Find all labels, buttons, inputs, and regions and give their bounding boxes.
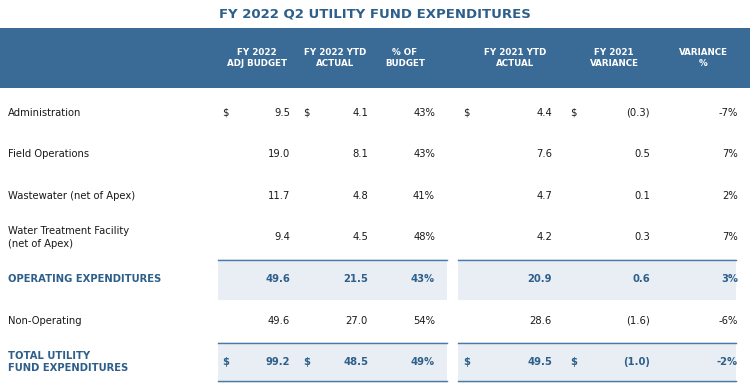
Text: -7%: -7% xyxy=(718,108,738,118)
Text: 0.1: 0.1 xyxy=(634,191,650,201)
Text: 4.1: 4.1 xyxy=(352,108,368,118)
Text: $: $ xyxy=(222,357,229,367)
Text: $: $ xyxy=(570,357,577,367)
Text: 43%: 43% xyxy=(411,274,435,284)
Text: FY 2022 YTD
ACTUAL: FY 2022 YTD ACTUAL xyxy=(304,48,366,68)
Text: -2%: -2% xyxy=(717,357,738,367)
Bar xyxy=(218,343,447,383)
Text: 49.6: 49.6 xyxy=(268,316,290,326)
Text: (1.6): (1.6) xyxy=(626,316,650,326)
Text: Wastewater (net of Apex): Wastewater (net of Apex) xyxy=(8,191,135,201)
Text: 0.6: 0.6 xyxy=(632,274,650,284)
Text: 21.5: 21.5 xyxy=(343,274,368,284)
Bar xyxy=(0,28,750,88)
Text: Non-Operating: Non-Operating xyxy=(8,316,82,326)
Text: 48.5: 48.5 xyxy=(343,357,368,367)
Text: 11.7: 11.7 xyxy=(268,191,290,201)
Text: OPERATING EXPENDITURES: OPERATING EXPENDITURES xyxy=(8,274,161,284)
Text: (0.3): (0.3) xyxy=(626,108,650,118)
Text: 8.1: 8.1 xyxy=(352,149,368,160)
Text: 54%: 54% xyxy=(413,316,435,326)
Text: $: $ xyxy=(463,108,470,118)
Text: 4.5: 4.5 xyxy=(352,233,368,242)
Text: 20.9: 20.9 xyxy=(527,274,552,284)
Text: 43%: 43% xyxy=(413,108,435,118)
Text: $: $ xyxy=(463,357,470,367)
Text: 2%: 2% xyxy=(722,191,738,201)
Text: Field Operations: Field Operations xyxy=(8,149,89,160)
Text: $: $ xyxy=(303,108,310,118)
Text: 43%: 43% xyxy=(413,149,435,160)
Text: 9.4: 9.4 xyxy=(274,233,290,242)
Text: Water Treatment Facility
(net of Apex): Water Treatment Facility (net of Apex) xyxy=(8,226,129,249)
Text: 4.7: 4.7 xyxy=(536,191,552,201)
Text: 7%: 7% xyxy=(722,149,738,160)
Text: 0.3: 0.3 xyxy=(634,233,650,242)
Text: TOTAL UTILITY
FUND EXPENDITURES: TOTAL UTILITY FUND EXPENDITURES xyxy=(8,351,128,373)
Text: FY 2022
ADJ BUDGET: FY 2022 ADJ BUDGET xyxy=(227,48,287,68)
Text: 7.6: 7.6 xyxy=(536,149,552,160)
Text: 48%: 48% xyxy=(413,233,435,242)
Text: 7%: 7% xyxy=(722,233,738,242)
Text: % OF
BUDGET: % OF BUDGET xyxy=(385,48,425,68)
Text: $: $ xyxy=(222,108,229,118)
Text: FY 2022 Q2 UTILITY FUND EXPENDITURES: FY 2022 Q2 UTILITY FUND EXPENDITURES xyxy=(219,7,531,20)
Bar xyxy=(458,343,736,383)
Text: Administration: Administration xyxy=(8,108,81,118)
Text: VARIANCE
%: VARIANCE % xyxy=(679,48,728,68)
Text: 27.0: 27.0 xyxy=(346,316,368,326)
Bar xyxy=(458,259,736,300)
Text: -6%: -6% xyxy=(718,316,738,326)
Bar xyxy=(218,259,447,300)
Text: 4.4: 4.4 xyxy=(536,108,552,118)
Text: (1.0): (1.0) xyxy=(623,357,650,367)
Text: FY 2021
VARIANCE: FY 2021 VARIANCE xyxy=(590,48,638,68)
Text: 4.2: 4.2 xyxy=(536,233,552,242)
Text: 41%: 41% xyxy=(413,191,435,201)
Text: 9.5: 9.5 xyxy=(274,108,290,118)
Text: 3%: 3% xyxy=(721,274,738,284)
Text: $: $ xyxy=(570,108,577,118)
Text: $: $ xyxy=(303,357,310,367)
Text: 49%: 49% xyxy=(411,357,435,367)
Text: 4.8: 4.8 xyxy=(352,191,368,201)
Text: 99.2: 99.2 xyxy=(266,357,290,367)
Text: 49.5: 49.5 xyxy=(527,357,552,367)
Text: 19.0: 19.0 xyxy=(268,149,290,160)
Text: FY 2021 YTD
ACTUAL: FY 2021 YTD ACTUAL xyxy=(484,48,546,68)
Text: 28.6: 28.6 xyxy=(530,316,552,326)
Text: 49.6: 49.6 xyxy=(266,274,290,284)
Text: 0.5: 0.5 xyxy=(634,149,650,160)
